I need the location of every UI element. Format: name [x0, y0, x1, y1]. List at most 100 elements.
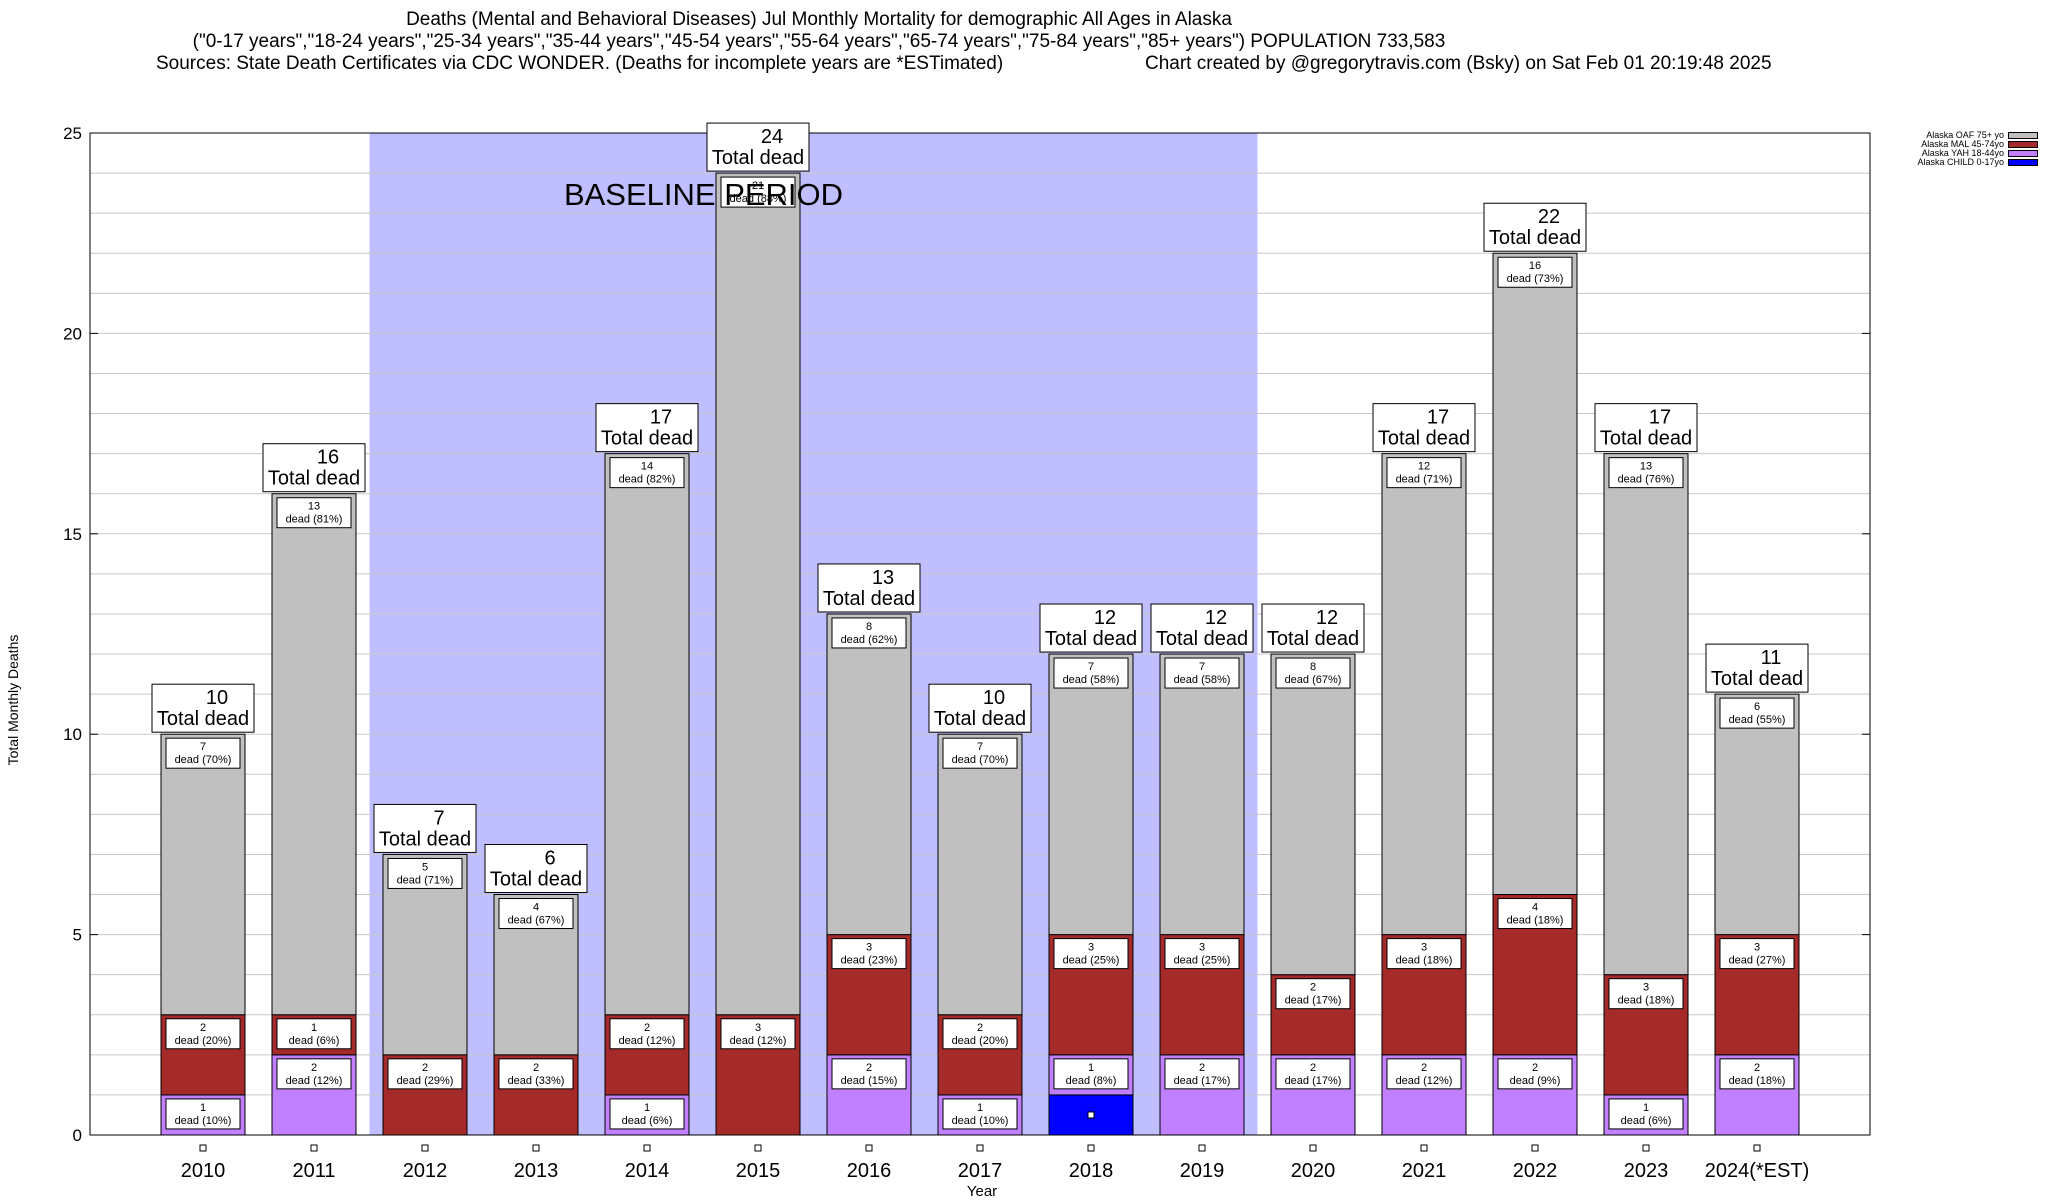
segment-label-pct: dead (58%) [1174, 674, 1231, 686]
legend-item: Alaska YAH 18-44yo [1917, 149, 2038, 158]
total-label-box [928, 683, 1032, 733]
segment-label-count: 13 [1640, 461, 1652, 473]
x-tick-marker [421, 1144, 429, 1152]
segment-label-pct: dead (10%) [952, 1115, 1009, 1127]
total-label-text: Total dead [1711, 668, 1803, 690]
segment-label-pct: dead (18%) [1507, 915, 1564, 927]
total-label-text: Total dead [1489, 227, 1581, 249]
total-label-value: 17 [650, 407, 672, 429]
segment-label-count: 2 [1310, 1062, 1316, 1074]
total-label-box [595, 403, 699, 453]
segment-label-count: 7 [1199, 661, 1205, 673]
segment-label-box [609, 1018, 685, 1050]
chart-sources: Sources: State Death Certificates via CD… [156, 53, 1004, 74]
segment-label-pct: dead (29%) [397, 1075, 454, 1087]
segment-label-pct: dead (18%) [1396, 955, 1453, 967]
segment-label-box [1719, 938, 1795, 970]
baseline-label: BASELINE PERIOD [564, 177, 843, 212]
segment-label-box [831, 938, 907, 970]
segment-label-box [1608, 457, 1684, 489]
segment-label-box [1386, 457, 1462, 489]
segment-label-count: 1 [977, 1102, 983, 1114]
segment-label-pct: dead (9%) [1510, 1075, 1561, 1087]
bar-segment [271, 493, 357, 1016]
segment-label-pct: dead (6%) [622, 1115, 673, 1127]
segment-label-count: 1 [311, 1022, 317, 1034]
segment-label-pct: dead (12%) [619, 1035, 676, 1047]
total-label-box [1150, 603, 1254, 653]
y-tick-label: 15 [63, 525, 82, 544]
total-label-value: 17 [1427, 407, 1449, 429]
segment-label-count: 1 [200, 1102, 206, 1114]
segment-label-pct: dead (12%) [1396, 1075, 1453, 1087]
segment-label-count: 2 [1532, 1062, 1538, 1074]
segment-label-pct: dead (17%) [1285, 1075, 1342, 1087]
segment-label-pct: dead (17%) [1285, 995, 1342, 1007]
segment-label-box [942, 737, 1018, 769]
segment-label-count: 3 [1643, 982, 1649, 994]
total-label-box [262, 443, 366, 493]
y-axis-label: Total Monthly Deaths [5, 634, 21, 766]
total-label-text: Total dead [268, 468, 360, 490]
segment-label-count: 5 [422, 861, 428, 873]
segment-label-count: 1 [1643, 1102, 1649, 1114]
segment-label-pct: dead (71%) [1396, 474, 1453, 486]
x-tick-marker [976, 1144, 984, 1152]
segment-label-pct: dead (17%) [1174, 1075, 1231, 1087]
segment-label-count: 14 [641, 461, 653, 473]
total-label-box [1594, 403, 1698, 453]
bar-segment [604, 453, 690, 1016]
segment-label-pct: dead (15%) [841, 1075, 898, 1087]
x-tick-label: 2011 [292, 1160, 335, 1182]
x-tick-marker [754, 1144, 762, 1152]
segment-label-count: 3 [1754, 942, 1760, 954]
total-label-text: Total dead [157, 708, 249, 730]
x-tick-label: 2016 [847, 1160, 892, 1182]
bar-segment [1381, 453, 1467, 936]
segment-label-box [1053, 1058, 1129, 1090]
segment-label-count: 3 [866, 942, 872, 954]
x-tick-label: 2018 [1069, 1160, 1114, 1182]
legend-label: Alaska CHILD 0-17yo [1917, 157, 2004, 167]
segment-label-box [387, 857, 463, 889]
segment-label-box [1275, 978, 1351, 1010]
legend-label: Alaska YAH 18-44yo [1921, 148, 2004, 158]
x-tick-label: 2020 [1291, 1160, 1336, 1182]
segment-label-box [1386, 938, 1462, 970]
total-label-box [484, 844, 588, 894]
total-label-value: 13 [872, 567, 894, 589]
x-tick-marker [1087, 1144, 1095, 1152]
bar-segment [1603, 453, 1689, 976]
segment-label-pct: dead (70%) [952, 754, 1009, 766]
segment-label-pct: dead (58%) [1063, 674, 1120, 686]
total-label-value: 7 [433, 807, 444, 829]
total-label-text: Total dead [490, 869, 582, 891]
segment-label-count: 7 [977, 741, 983, 753]
total-label-value: 6 [544, 848, 555, 870]
segment-label-box [387, 1058, 463, 1090]
x-tick-marker [1642, 1144, 1650, 1152]
x-tick-marker [865, 1144, 873, 1152]
bar-segment [1714, 693, 1800, 936]
segment-label-box [1497, 1058, 1573, 1090]
chart-credit: Chart created by @gregorytravis.com (Bsk… [1145, 53, 1772, 74]
segment-label-box [1053, 938, 1129, 970]
total-label-box [1372, 403, 1476, 453]
segment-label-count: 6 [1754, 701, 1760, 713]
segment-label-pct: dead (27%) [1729, 955, 1786, 967]
segment-label-pct: dead (8%) [1066, 1075, 1117, 1087]
total-label-text: Total dead [1600, 428, 1692, 450]
segment-label-count: 2 [1754, 1062, 1760, 1074]
segment-label-box [1053, 657, 1129, 689]
x-tick-marker [1198, 1144, 1206, 1152]
y-tick-label: 10 [63, 725, 82, 744]
total-label-text: Total dead [934, 708, 1026, 730]
total-label-text: Total dead [1156, 628, 1248, 650]
segment-label-pct: dead (82%) [619, 474, 676, 486]
legend-label: Alaska OAF 75+ yo [1926, 130, 2004, 140]
segment-label-box [1497, 898, 1573, 930]
x-tick-marker [199, 1144, 207, 1152]
y-tick-label: 5 [73, 926, 82, 945]
segment-label-pct: dead (18%) [1729, 1075, 1786, 1087]
legend-swatch [2008, 132, 2038, 139]
